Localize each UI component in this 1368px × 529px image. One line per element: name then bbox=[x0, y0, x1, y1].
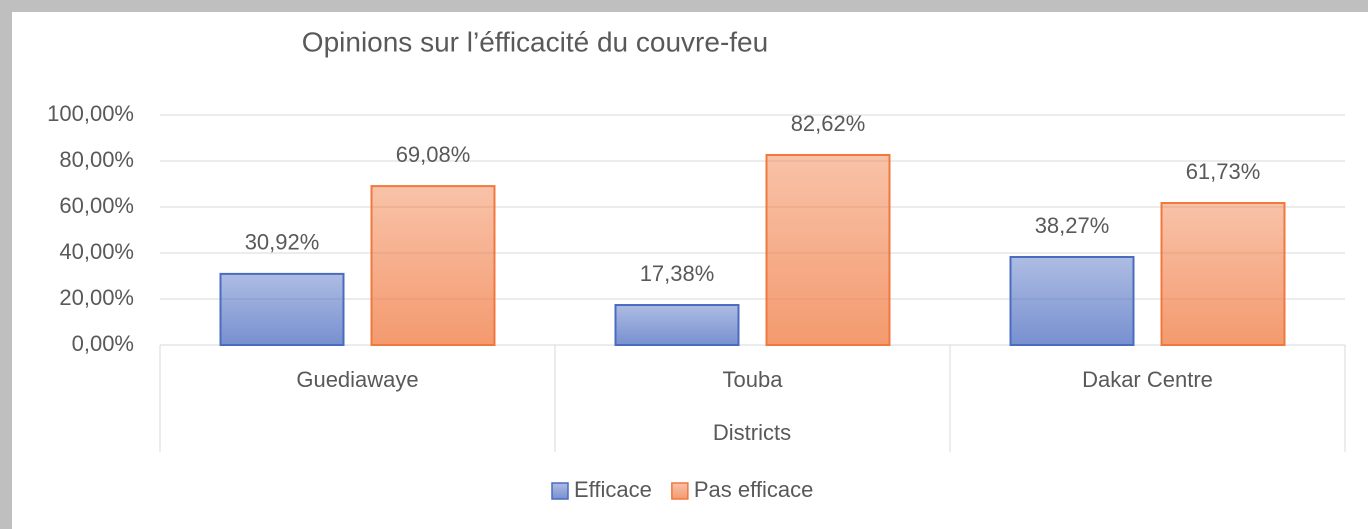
bar bbox=[765, 153, 891, 346]
x-tick-label: Guediawaye bbox=[296, 367, 418, 392]
chart-title: Opinions sur l’éfficacité du couvre-feu bbox=[302, 26, 768, 57]
bar bbox=[614, 304, 740, 346]
bar bbox=[219, 272, 345, 346]
data-label: 61,73% bbox=[1186, 159, 1261, 184]
bar bbox=[370, 185, 496, 346]
y-tick-label: 60,00% bbox=[59, 193, 134, 218]
y-tick-label: 0,00% bbox=[72, 331, 134, 356]
y-tick-label: 40,00% bbox=[59, 239, 134, 264]
data-label: 69,08% bbox=[396, 142, 471, 167]
chart-area bbox=[12, 12, 1368, 529]
data-label: 82,62% bbox=[791, 111, 866, 136]
x-tick-label: Touba bbox=[723, 367, 784, 392]
x-tick-label: Dakar Centre bbox=[1082, 367, 1213, 392]
y-tick-label: 80,00% bbox=[59, 147, 134, 172]
data-label: 17,38% bbox=[640, 261, 715, 286]
x-axis-label: Districts bbox=[713, 420, 791, 445]
bar bbox=[1009, 255, 1135, 347]
data-label: 30,92% bbox=[245, 230, 320, 255]
legend-label: Efficace bbox=[574, 477, 652, 502]
bar bbox=[1160, 202, 1286, 346]
y-tick-label: 20,00% bbox=[59, 285, 134, 310]
data-label: 38,27% bbox=[1035, 213, 1110, 238]
legend-swatch bbox=[671, 482, 689, 500]
y-tick-label: 100,00% bbox=[47, 101, 134, 126]
legend-label: Pas efficace bbox=[694, 477, 813, 502]
legend-swatch bbox=[551, 482, 569, 500]
